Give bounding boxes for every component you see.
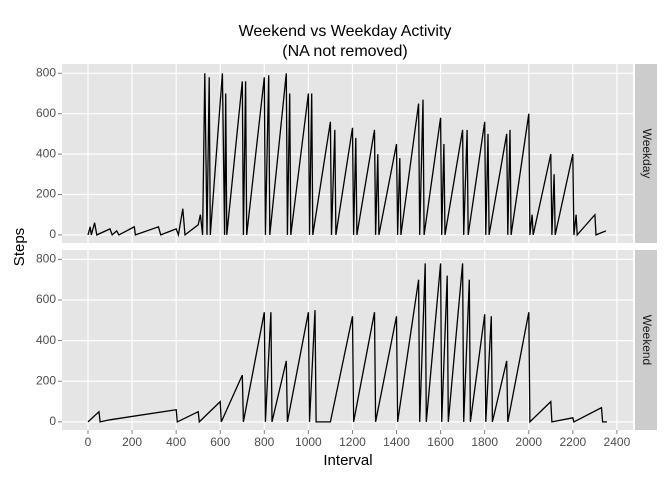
x-tick-label: 1600: [427, 435, 454, 449]
x-tick-label: 800: [254, 435, 274, 449]
y-tick-label: 800: [36, 65, 56, 79]
x-tick-label: 400: [166, 435, 186, 449]
facet-label: Weekend: [640, 315, 654, 365]
data-line: [87, 73, 607, 238]
facet-strip: [635, 64, 657, 243]
facet-strip: [635, 250, 657, 430]
y-tick-label: 400: [36, 146, 56, 160]
y-tick-label: 200: [36, 373, 56, 387]
facet-label: Weekday: [640, 129, 654, 179]
x-tick-label: 1000: [295, 435, 322, 449]
x-tick-label: 1800: [471, 435, 498, 449]
x-axis-label: Interval: [323, 452, 372, 469]
x-tick-label: 1200: [339, 435, 366, 449]
x-tick-label: 2000: [515, 435, 542, 449]
y-tick-label: 800: [36, 252, 56, 266]
x-tick-label: 2400: [604, 435, 631, 449]
y-tick-label: 600: [36, 292, 56, 306]
x-tick-label: 1400: [383, 435, 410, 449]
panel-background: [62, 64, 633, 243]
y-tick-label: 0: [49, 227, 56, 241]
y-tick-label: 200: [36, 187, 56, 201]
x-tick-label: 200: [122, 435, 142, 449]
y-axis-label: Steps: [11, 228, 28, 266]
x-tick-label: 2200: [559, 435, 586, 449]
x-tick-label: 600: [210, 435, 230, 449]
chart-title: Weekend vs Weekday Activity: [239, 23, 452, 40]
y-tick-label: 0: [49, 414, 56, 428]
chart-subtitle: (NA not removed): [282, 43, 407, 60]
x-tick-label: 0: [85, 435, 92, 449]
y-tick-label: 400: [36, 333, 56, 347]
y-tick-label: 600: [36, 106, 56, 120]
data-line: [87, 263, 607, 424]
